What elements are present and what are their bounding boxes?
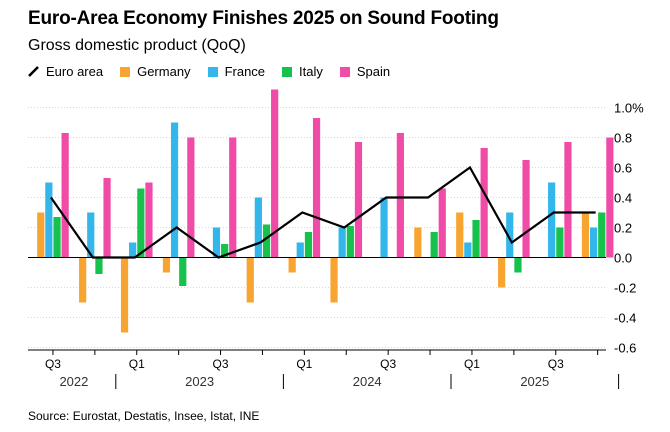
x-tick-label: Q1	[129, 357, 145, 371]
x-tick-label: Q3	[45, 357, 61, 371]
chart-title: Euro-Area Economy Finishes 2025 on Sound…	[28, 8, 499, 29]
legend-label-germany: Germany	[137, 64, 191, 79]
legend-item-france: France	[207, 64, 266, 79]
bar-germany-2025-q2	[498, 257, 506, 288]
bar-spain-2022-q4	[103, 178, 111, 258]
bar-spain-2024-q4	[438, 188, 446, 258]
bar-germany-2024-q1	[288, 257, 296, 273]
y-tick-label: -0.2	[614, 281, 636, 296]
bar-spain-2024-q1	[312, 118, 321, 258]
bar-germany-2022-q4	[79, 257, 87, 303]
bar-france-2022-q4	[87, 212, 95, 258]
bar-italy-2022-q3	[53, 217, 61, 258]
y-tick-label: 1.0%	[614, 101, 644, 116]
bar-germany-2025-q1	[456, 212, 464, 258]
legend-label-france: France	[224, 64, 266, 79]
bar-italy-2025-q1	[472, 220, 480, 258]
bar-italy-2025-q3	[556, 227, 564, 258]
bar-germany-2024-q2	[330, 257, 338, 303]
y-tick-label: -0.4	[614, 311, 636, 326]
series-line-euro-area	[50, 165, 596, 259]
bar-spain-2025-q3	[564, 142, 572, 258]
bar-italy-2024-q4	[430, 232, 438, 258]
chart-legend: Euro area Germany France Italy Spain	[28, 64, 407, 79]
x-tick-label: Q1	[464, 357, 480, 371]
legend-label-italy: Italy	[299, 64, 323, 79]
bar-germany-2023-q1	[120, 257, 129, 333]
y-tick-label: 0.8	[614, 131, 632, 146]
bar-france-2024-q3	[380, 197, 388, 258]
source-note: Source: Eurostat, Destatis, Insee, Istat…	[28, 409, 260, 423]
bar-spain-2023-q4	[271, 89, 279, 258]
bar-france-2025-q4	[589, 227, 598, 258]
bar-spain-2024-q2	[354, 142, 363, 258]
bar-germany-2022-q3	[37, 212, 45, 258]
bar-france-2024-q2	[338, 227, 346, 258]
bar-germany-2025-q4	[581, 212, 590, 258]
bar-france-2024-q1	[296, 242, 304, 258]
bar-italy-2024-q2	[346, 226, 354, 258]
legend-swatch-spain	[339, 66, 350, 77]
bar-spain-2023-q3	[229, 137, 237, 258]
bar-italy-2025-q4	[598, 212, 606, 258]
year-label: 2025	[520, 374, 549, 389]
bar-spain-2025-q1	[480, 148, 488, 258]
year-label: 2024	[353, 374, 382, 389]
year-label: 2022	[59, 374, 88, 389]
bar-spain-2025-q2	[522, 160, 530, 258]
bar-france-2025-q2	[506, 212, 514, 258]
bar-france-2023-q4	[254, 197, 262, 258]
bar-france-2025-q1	[464, 242, 472, 258]
bar-france-2023-q3	[212, 227, 221, 258]
x-tick-label: Q1	[296, 357, 312, 371]
bar-france-2022-q3	[45, 182, 53, 258]
bar-france-2025-q3	[548, 182, 556, 258]
y-tick-label: 0.6	[614, 161, 632, 176]
bar-spain-2022-q3	[61, 133, 69, 258]
y-tick-label: 0.0	[614, 251, 632, 266]
legend-label-spain: Spain	[356, 64, 391, 79]
y-tick-label: 0.2	[614, 221, 632, 236]
legend-item-germany: Germany	[120, 64, 191, 79]
bar-italy-2024-q1	[304, 232, 313, 258]
bar-germany-2023-q4	[246, 257, 254, 303]
bar-italy-2023-q2	[179, 257, 187, 286]
bar-spain-2025-q4	[606, 137, 614, 258]
bar-italy-2022-q4	[95, 257, 103, 274]
bar-italy-2025-q2	[514, 257, 522, 273]
bar-germany-2023-q2	[162, 257, 171, 273]
y-tick-label: -0.6	[614, 341, 636, 356]
bar-spain-2023-q2	[187, 137, 195, 258]
chart-subtitle: Gross domestic product (QoQ)	[28, 37, 246, 54]
bar-france-2023-q1	[129, 242, 137, 258]
bar-spain-2024-q3	[396, 133, 404, 258]
bar-italy-2023-q1	[137, 188, 145, 258]
x-tick-label: Q3	[380, 357, 396, 371]
bar-germany-2024-q4	[414, 227, 422, 258]
legend-item-italy: Italy	[282, 64, 323, 79]
legend-item-euro-area: Euro area	[28, 64, 103, 79]
year-label: 2023	[185, 374, 214, 389]
x-tick-label: Q3	[548, 357, 564, 371]
legend-swatch-germany	[120, 66, 131, 77]
y-tick-label: 0.4	[614, 191, 632, 206]
legend-line-icon	[28, 66, 39, 77]
legend-label-euro-area: Euro area	[46, 64, 104, 79]
bar-italy-2023-q3	[221, 244, 229, 258]
legend-swatch-france	[207, 66, 218, 77]
bar-spain-2023-q1	[145, 182, 153, 258]
legend-swatch-italy	[282, 66, 293, 77]
x-tick-label: Q3	[213, 357, 229, 371]
bar-italy-2023-q4	[262, 224, 271, 258]
legend-item-spain: Spain	[339, 64, 391, 79]
bar-france-2023-q2	[170, 122, 179, 258]
